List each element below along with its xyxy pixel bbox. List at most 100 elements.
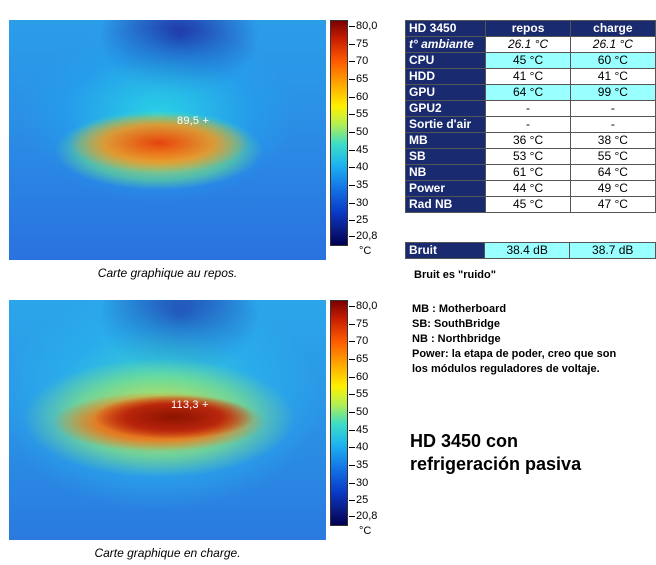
table-row: t° ambiante 26.1 °C 26.1 °C — [404, 36, 656, 53]
table-row: NB 61 °C 64 °C — [404, 164, 656, 181]
noise-table: Bruit 38.4 dB 38.7 dB — [405, 242, 656, 259]
color-scale-bar-load — [330, 300, 348, 526]
row-label: NB — [404, 164, 487, 181]
scale-tick: 50 — [349, 406, 368, 418]
table-row: HDD 41 °C 41 °C — [404, 68, 656, 85]
row-label: SB — [404, 148, 487, 165]
scale-tick: 55 — [349, 388, 368, 400]
color-scale-bar-idle — [330, 20, 348, 246]
scale-tick: 40 — [349, 161, 368, 173]
caption-idle: Carte graphique au repos. — [97, 266, 238, 280]
scale-tick: 35 — [349, 179, 368, 191]
row-label: HDD — [404, 68, 487, 85]
cell-load: - — [569, 116, 656, 133]
cell-load: 26.1 °C — [569, 36, 656, 53]
cell-idle: 36 °C — [485, 132, 571, 149]
table-row: GPU 64 °C 99 °C — [404, 84, 656, 101]
cell-load: 64 °C — [569, 164, 656, 181]
noise-note: Bruit es "ruido" — [414, 269, 496, 281]
noise-idle: 38.4 dB — [483, 242, 571, 259]
cell-idle: 45 °C — [485, 196, 571, 213]
table-row: Sortie d'air - - — [404, 116, 656, 133]
table-row: Rad NB 45 °C 47 °C — [404, 196, 656, 213]
row-label: MB — [404, 132, 487, 149]
scale-tick: 35 — [349, 459, 368, 471]
scale-tick: 20,8 — [349, 510, 377, 522]
legend-line: SB: SouthBridge — [412, 318, 500, 330]
cell-idle: 53 °C — [485, 148, 571, 165]
cell-load: 38 °C — [569, 132, 656, 149]
row-label: Rad NB — [404, 196, 487, 213]
cell-load: - — [569, 100, 656, 117]
cell-idle: 44 °C — [485, 180, 571, 197]
scale-tick: 50 — [349, 126, 368, 138]
cell-load: 47 °C — [569, 196, 656, 213]
cell-idle: 41 °C — [485, 68, 571, 85]
scale-tick: 20,8 — [349, 230, 377, 242]
row-label: GPU2 — [404, 100, 487, 117]
cell-load: 60 °C — [569, 52, 656, 69]
scale-tick: 75 — [349, 318, 368, 330]
scale-tick: 25 — [349, 214, 368, 226]
caption-load: Carte graphique en charge. — [94, 546, 241, 560]
column-header-idle: repos — [485, 20, 571, 37]
scale-tick: 40 — [349, 441, 368, 453]
temperature-readout-idle: 89,5 + — [177, 115, 210, 127]
scale-tick: 65 — [349, 73, 368, 85]
scale-tick: 45 — [349, 144, 368, 156]
cell-idle: 64 °C — [485, 84, 571, 101]
row-label: Power — [404, 180, 487, 197]
heading: HD 3450 con refrigeración pasiva — [410, 430, 581, 476]
scale-tick: 70 — [349, 335, 368, 347]
table-row: Power 44 °C 49 °C — [404, 180, 656, 197]
table-row: GPU2 - - — [404, 100, 656, 117]
table-row: Bruit 38.4 dB 38.7 dB — [405, 242, 656, 259]
scale-tick: 30 — [349, 197, 368, 209]
row-label: CPU — [404, 52, 487, 69]
legend-line: los módulos reguladores de voltaje. — [412, 363, 600, 375]
thermal-image-idle: 89,5 + — [9, 20, 326, 260]
legend-line: Power: la etapa de poder, creo que son — [412, 348, 617, 360]
scale-tick: 60 — [349, 91, 368, 103]
scale-tick: 60 — [349, 371, 368, 383]
noise-label: Bruit — [405, 242, 485, 259]
temperature-table: HD 3450 repos charge t° ambiante 26.1 °C… — [404, 20, 656, 213]
temperature-readout-load: 113,3 + — [171, 399, 209, 411]
cell-load: 49 °C — [569, 180, 656, 197]
cell-idle: 26.1 °C — [485, 36, 571, 53]
scale-tick: 55 — [349, 108, 368, 120]
legend-line: NB : Northbridge — [412, 333, 501, 345]
table-row: CPU 45 °C 60 °C — [404, 52, 656, 69]
noise-load: 38.7 dB — [569, 242, 656, 259]
row-label: Sortie d'air — [404, 116, 487, 133]
scale-tick: 70 — [349, 55, 368, 67]
thermal-image-load: 113,3 + — [9, 300, 326, 540]
cell-idle: - — [485, 116, 571, 133]
heading-line: refrigeración pasiva — [410, 454, 582, 474]
table-title: HD 3450 — [404, 20, 487, 37]
abbreviation-legend: MB : Motherboard SB: SouthBridge NB : No… — [412, 302, 652, 377]
scale-tick: 80,0 — [349, 300, 377, 312]
scale-tick: 25 — [349, 494, 368, 506]
scale-tick: 65 — [349, 353, 368, 365]
table-row: SB 53 °C 55 °C — [404, 148, 656, 165]
heading-line: HD 3450 con — [410, 431, 519, 451]
column-header-load: charge — [569, 20, 656, 37]
cell-load: 41 °C — [569, 68, 656, 85]
scale-unit: °C — [359, 525, 372, 537]
cell-idle: - — [485, 100, 571, 117]
row-label: GPU — [404, 84, 487, 101]
table-row: MB 36 °C 38 °C — [404, 132, 656, 149]
row-label: t° ambiante — [404, 36, 487, 53]
scale-tick: 45 — [349, 424, 368, 436]
cell-idle: 45 °C — [485, 52, 571, 69]
legend-line: MB : Motherboard — [412, 303, 507, 315]
cell-load: 99 °C — [569, 84, 656, 101]
cell-load: 55 °C — [569, 148, 656, 165]
scale-tick: 75 — [349, 38, 368, 50]
cell-idle: 61 °C — [485, 164, 571, 181]
scale-tick: 80,0 — [349, 20, 377, 32]
scale-unit: °C — [359, 245, 372, 257]
scale-tick: 30 — [349, 477, 368, 489]
table-header-row: HD 3450 repos charge — [404, 20, 656, 37]
